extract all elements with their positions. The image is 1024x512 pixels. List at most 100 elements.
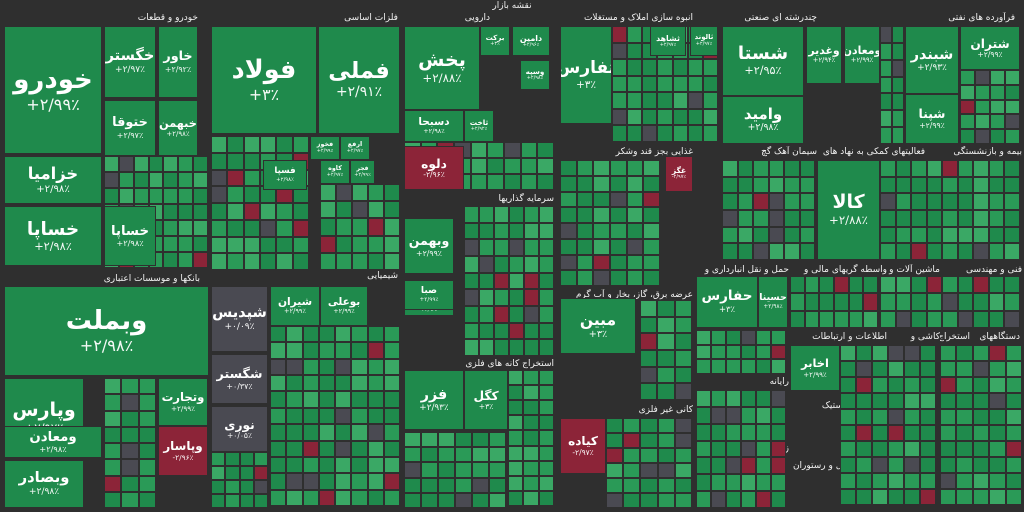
- market-cell[interactable]: [771, 344, 786, 360]
- market-cell[interactable]: [880, 160, 896, 177]
- market-cell[interactable]: [560, 254, 577, 271]
- market-cell[interactable]: [722, 193, 738, 210]
- market-cell[interactable]: [904, 361, 920, 377]
- market-cell[interactable]: [539, 339, 554, 356]
- market-cell[interactable]: [286, 375, 303, 392]
- market-cell[interactable]: [920, 489, 936, 505]
- market-cell[interactable]: [753, 193, 769, 210]
- market-cell[interactable]: [612, 125, 628, 142]
- market-cell[interactable]: [1005, 425, 1022, 441]
- market-cell[interactable]: [479, 289, 494, 306]
- market-cell[interactable]: [320, 184, 336, 202]
- market-cell[interactable]: [840, 489, 856, 505]
- market-cell[interactable]: [367, 358, 384, 376]
- market-cell[interactable]: [1005, 345, 1022, 361]
- market-cell[interactable]: [464, 339, 479, 356]
- market-cell[interactable]: [687, 75, 703, 93]
- market-cell[interactable]: [508, 460, 524, 476]
- market-cell[interactable]: [799, 160, 815, 177]
- market-cell[interactable]: [538, 385, 554, 401]
- market-cell[interactable]: [872, 441, 888, 457]
- market-cell[interactable]: [593, 238, 610, 255]
- market-cell[interactable]: [286, 440, 303, 457]
- stock-tile[interactable]: ختوقا +۲/۹۷٪: [104, 100, 156, 156]
- market-cell[interactable]: [784, 176, 800, 194]
- market-cell[interactable]: [260, 203, 277, 220]
- market-cell[interactable]: [302, 326, 319, 343]
- market-cell[interactable]: [988, 276, 1005, 294]
- market-cell[interactable]: [872, 361, 888, 377]
- market-cell[interactable]: [640, 383, 658, 400]
- market-cell[interactable]: [487, 174, 504, 190]
- market-cell[interactable]: [940, 409, 957, 425]
- market-cell[interactable]: [508, 445, 524, 461]
- market-cell[interactable]: [243, 236, 260, 254]
- market-cell[interactable]: [121, 491, 139, 508]
- market-cell[interactable]: [643, 270, 660, 286]
- market-cell[interactable]: [784, 193, 800, 210]
- market-cell[interactable]: [640, 448, 658, 463]
- market-cell[interactable]: [972, 361, 990, 377]
- market-cell[interactable]: [286, 456, 303, 474]
- market-cell[interactable]: [225, 452, 240, 466]
- market-cell[interactable]: [318, 473, 335, 490]
- stock-tile[interactable]: برکت +۳٪: [480, 26, 510, 56]
- market-cell[interactable]: [270, 440, 287, 457]
- market-cell[interactable]: [612, 26, 628, 43]
- market-cell[interactable]: [920, 393, 936, 409]
- market-cell[interactable]: [696, 457, 711, 475]
- market-cell[interactable]: [768, 160, 784, 177]
- market-cell[interactable]: [674, 350, 692, 367]
- market-cell[interactable]: [657, 366, 675, 384]
- market-cell[interactable]: [352, 218, 368, 236]
- market-cell[interactable]: [973, 210, 989, 227]
- market-cell[interactable]: [957, 310, 974, 328]
- market-cell[interactable]: [892, 26, 904, 43]
- market-cell[interactable]: [383, 342, 400, 359]
- market-cell[interactable]: [352, 235, 368, 253]
- market-cell[interactable]: [771, 474, 786, 492]
- market-cell[interactable]: [270, 473, 287, 490]
- market-cell[interactable]: [880, 93, 892, 111]
- market-cell[interactable]: [489, 462, 506, 478]
- market-cell[interactable]: [163, 236, 179, 252]
- market-cell[interactable]: [989, 393, 1006, 409]
- market-cell[interactable]: [193, 204, 208, 220]
- market-cell[interactable]: [957, 293, 974, 311]
- market-cell[interactable]: [657, 75, 673, 93]
- market-cell[interactable]: [104, 443, 122, 460]
- market-cell[interactable]: [657, 108, 673, 126]
- market-cell[interactable]: [421, 462, 438, 478]
- market-cell[interactable]: [973, 293, 989, 311]
- market-cell[interactable]: [523, 415, 539, 431]
- market-cell[interactable]: [872, 377, 888, 393]
- market-cell[interactable]: [260, 253, 277, 270]
- market-cell[interactable]: [784, 226, 800, 244]
- market-cell[interactable]: [383, 407, 400, 425]
- market-cell[interactable]: [193, 252, 208, 268]
- market-cell[interactable]: [926, 226, 943, 244]
- stock-tile[interactable]: دلوه -۲/۹۶٪: [404, 146, 464, 190]
- market-cell[interactable]: [539, 256, 554, 273]
- market-cell[interactable]: [696, 406, 711, 424]
- stock-tile[interactable]: فجر +۲/۹۹٪: [350, 160, 375, 184]
- market-cell[interactable]: [227, 152, 244, 170]
- market-cell[interactable]: [623, 493, 641, 508]
- market-cell[interactable]: [627, 92, 643, 109]
- market-cell[interactable]: [368, 184, 384, 202]
- market-cell[interactable]: [711, 474, 726, 492]
- market-cell[interactable]: [612, 59, 628, 76]
- market-cell[interactable]: [239, 466, 254, 480]
- market-cell[interactable]: [926, 176, 943, 194]
- market-cell[interactable]: [351, 489, 368, 506]
- market-cell[interactable]: [753, 176, 769, 194]
- market-cell[interactable]: [888, 425, 904, 441]
- market-cell[interactable]: [895, 310, 912, 328]
- market-cell[interactable]: [880, 76, 892, 94]
- market-cell[interactable]: [972, 441, 990, 457]
- market-cell[interactable]: [335, 375, 352, 392]
- market-cell[interactable]: [118, 188, 134, 204]
- market-cell[interactable]: [1005, 114, 1020, 130]
- market-cell[interactable]: [940, 441, 957, 457]
- market-cell[interactable]: [674, 383, 692, 400]
